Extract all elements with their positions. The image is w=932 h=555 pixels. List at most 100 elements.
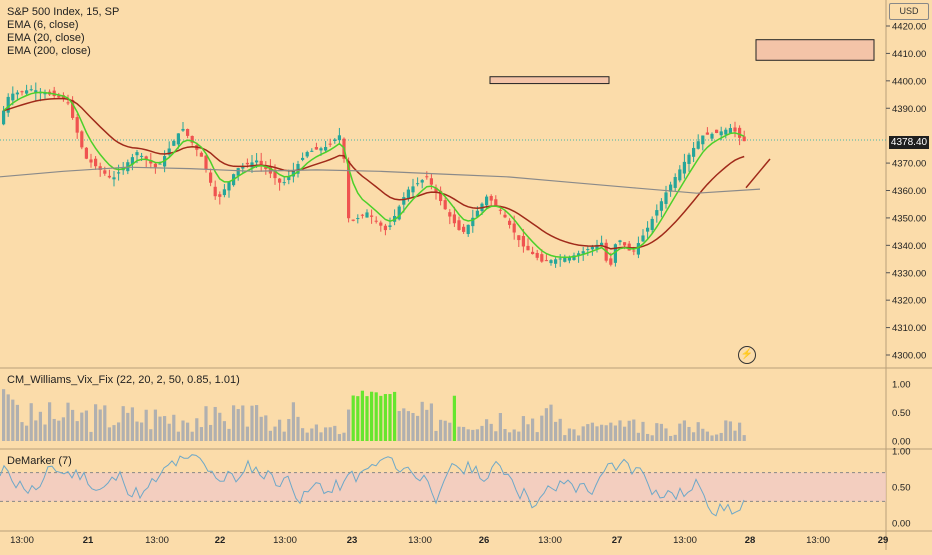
vix-bar: [84, 410, 88, 441]
candle-body: [494, 199, 498, 206]
candle-body: [236, 168, 240, 176]
vix-bar: [328, 427, 332, 441]
vix-bar: [641, 421, 645, 441]
vix-bar: [52, 418, 56, 441]
demarker-tick-label: 0.50: [892, 483, 911, 494]
vix-bar: [715, 434, 719, 441]
candle-body: [526, 245, 530, 251]
candle-body: [613, 244, 617, 263]
price-tick-label: 4360.00: [892, 186, 926, 197]
vix-bar: [471, 429, 475, 441]
candle-body: [558, 258, 562, 260]
candle-body: [429, 178, 433, 185]
candle-body: [503, 214, 507, 218]
candle-body: [227, 181, 231, 191]
vix-bar: [388, 394, 392, 441]
candle-body: [314, 147, 318, 150]
bolt-icon[interactable]: ⚡: [738, 346, 756, 364]
price-tick-label: 4370.00: [892, 159, 926, 170]
vix-bar: [416, 415, 420, 441]
candle-body: [719, 131, 723, 136]
candle-body: [705, 132, 709, 135]
time-axis-label: 22: [215, 535, 226, 546]
candle-body: [434, 187, 438, 193]
vix-bar: [80, 412, 84, 441]
candle-body: [89, 159, 93, 163]
symbol-title[interactable]: S&P 500 Index, 15, SP: [7, 6, 120, 18]
vix-fix-legend[interactable]: CM_Williams_Vix_Fix (22, 20, 2, 50, 0.85…: [7, 374, 240, 386]
candle-body: [623, 242, 627, 246]
candle-body: [388, 225, 392, 227]
vix-bar: [140, 422, 144, 441]
candle-body: [255, 160, 259, 163]
vix-bar: [25, 425, 29, 441]
candle-body: [673, 177, 677, 188]
vix-bar: [117, 422, 121, 441]
candle-body: [291, 170, 295, 177]
vix-bar: [397, 411, 401, 441]
candle-body: [572, 255, 576, 260]
ema6-line: [3, 91, 745, 259]
vix-bar: [452, 395, 456, 441]
vix-bar: [190, 431, 194, 441]
vix-bar: [425, 409, 429, 441]
price-tick-label: 4300.00: [892, 351, 926, 362]
candle-body: [485, 196, 489, 206]
vix-bar: [176, 431, 180, 441]
time-axis-label: 13:00: [10, 535, 34, 546]
candle-body: [245, 162, 249, 165]
candle-body: [241, 166, 245, 169]
vix-bar: [282, 431, 286, 441]
vix-bar: [324, 427, 328, 441]
price-tick-label: 4340.00: [892, 241, 926, 252]
vix-bar: [291, 402, 295, 441]
vix-bar: [305, 432, 309, 441]
vix-bar: [577, 435, 581, 441]
vix-bar: [98, 409, 102, 441]
vix-bar: [494, 431, 498, 441]
candle-body: [15, 92, 19, 95]
candle-body: [107, 175, 111, 178]
vix-bar: [342, 432, 346, 441]
candle-body: [567, 256, 571, 261]
time-axis-label: 13:00: [806, 535, 830, 546]
ema6-legend[interactable]: EMA (6, close): [7, 19, 79, 31]
ema20-legend[interactable]: EMA (20, close): [7, 32, 85, 44]
vix-bar: [259, 416, 263, 441]
vix-bar: [268, 430, 272, 441]
candle-body: [360, 214, 364, 216]
candle-body: [475, 210, 479, 217]
time-axis-label: 27: [612, 535, 623, 546]
candle-body: [618, 240, 622, 243]
vix-bar: [567, 428, 571, 441]
vix-bar: [38, 411, 42, 441]
time-axis-label: 23: [347, 535, 358, 546]
vix-bar: [420, 401, 424, 441]
candle-body: [112, 177, 116, 180]
candle-body: [636, 243, 640, 255]
vix-bar: [600, 424, 604, 441]
vix-bar: [604, 425, 608, 441]
demarker-legend[interactable]: DeMarker (7): [7, 455, 72, 467]
vix-bar: [351, 395, 355, 441]
ema200-legend[interactable]: EMA (200, close): [7, 45, 91, 57]
candle-body: [457, 220, 461, 230]
vix-bar: [337, 434, 341, 441]
vix-bar: [319, 432, 323, 441]
candle-body: [25, 90, 29, 94]
candle-body: [581, 251, 585, 254]
vix-bar: [153, 409, 157, 441]
vix-bar: [650, 435, 654, 441]
candle-body: [655, 210, 659, 216]
vix-bar: [195, 418, 199, 441]
vix-bar: [563, 435, 567, 441]
currency-button[interactable]: USD: [889, 3, 929, 20]
candle-body: [209, 172, 213, 183]
vix-bar: [370, 391, 374, 441]
candle-body: [259, 160, 263, 165]
drawn-rectangle: [489, 76, 610, 85]
vix-bar: [457, 426, 461, 441]
vix-bar: [687, 426, 691, 441]
